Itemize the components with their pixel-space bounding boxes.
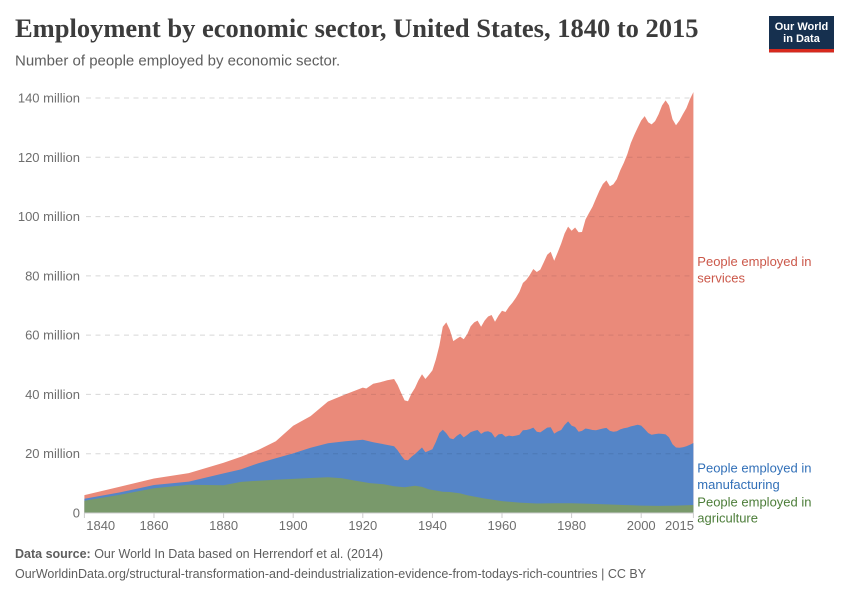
svg-text:0: 0 xyxy=(73,506,80,521)
svg-text:120 million: 120 million xyxy=(18,150,80,165)
svg-text:40 million: 40 million xyxy=(25,387,80,402)
svg-text:Our World: Our World xyxy=(775,21,829,33)
svg-text:140 million: 140 million xyxy=(18,91,80,106)
svg-text:in Data: in Data xyxy=(783,33,821,45)
svg-text:2015: 2015 xyxy=(665,518,694,533)
svg-text:1920: 1920 xyxy=(348,518,377,533)
svg-text:1860: 1860 xyxy=(140,518,169,533)
svg-text:1880: 1880 xyxy=(209,518,238,533)
svg-text:60 million: 60 million xyxy=(25,328,80,343)
svg-text:1840: 1840 xyxy=(86,518,115,533)
svg-text:1900: 1900 xyxy=(279,518,308,533)
svg-text:OurWorldinData.org/structural-: OurWorldinData.org/structural-transforma… xyxy=(15,567,647,581)
svg-text:100 million: 100 million xyxy=(18,209,80,224)
svg-text:1980: 1980 xyxy=(557,518,586,533)
svg-text:2000: 2000 xyxy=(627,518,656,533)
svg-text:Employment by economic sector,: Employment by economic sector, United St… xyxy=(15,13,699,43)
svg-text:Number of people employed by e: Number of people employed by economic se… xyxy=(15,52,340,69)
svg-text:Data source: Our World In Data: Data source: Our World In Data based on … xyxy=(15,547,383,561)
svg-text:1940: 1940 xyxy=(418,518,447,533)
svg-text:1960: 1960 xyxy=(488,518,517,533)
svg-text:80 million: 80 million xyxy=(25,268,80,283)
svg-text:20 million: 20 million xyxy=(25,446,80,461)
